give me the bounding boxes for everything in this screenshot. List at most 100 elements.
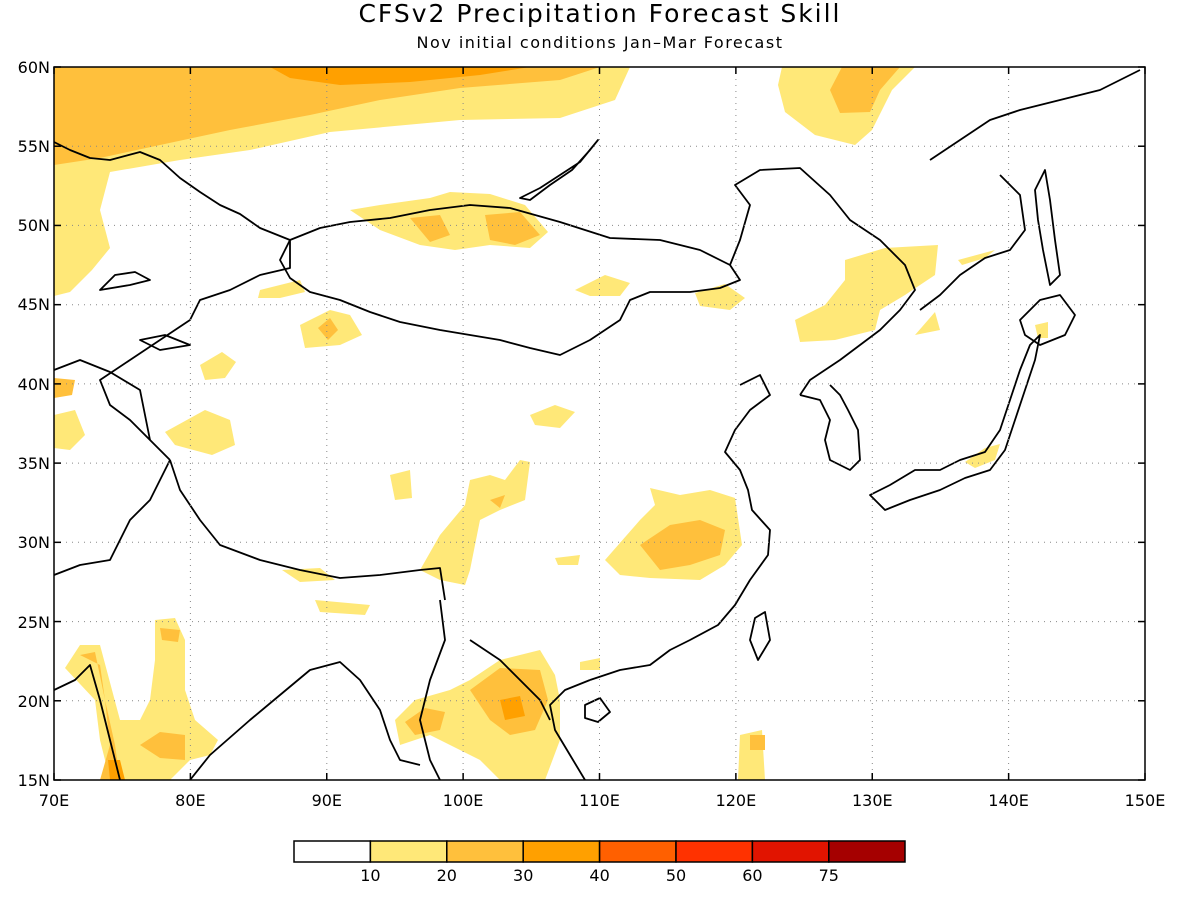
skill-region [140, 732, 185, 760]
skill-region [54, 410, 85, 450]
coastlines [54, 69, 1141, 780]
island-taiwan [749, 611, 771, 661]
colorbar-swatch [293, 840, 372, 863]
skill-region [485, 212, 540, 245]
lat-axis: 60N 55N 50N 45N 40N 35N 30N 25N 20N 15N [18, 58, 50, 790]
lon-tick-label: 130E [852, 791, 893, 810]
lake [139, 334, 191, 351]
coastline [919, 174, 1026, 311]
skill-contours [54, 67, 1048, 780]
skill-region [500, 696, 525, 720]
colorbar-swatch [751, 840, 830, 863]
border [419, 599, 446, 780]
skill-region [108, 760, 125, 780]
island-japan [869, 334, 1041, 511]
skill-region [580, 658, 600, 670]
skill-region [258, 280, 305, 298]
lat-tick-label: 60N [18, 58, 50, 77]
skill-region [795, 245, 938, 342]
border [469, 639, 551, 721]
skill-region [530, 405, 575, 428]
lon-tick-label: 120E [716, 791, 757, 810]
skill-region [54, 378, 75, 398]
coastline [549, 679, 591, 780]
lat-tick-label: 20N [18, 692, 50, 711]
map-subtitle: Nov initial conditions Jan–Mar Forecast [416, 33, 784, 52]
skill-region [315, 600, 370, 615]
lat-tick-label: 30N [18, 533, 50, 552]
lon-tick-label: 90E [312, 791, 342, 810]
skill-region [420, 460, 530, 585]
coastline [189, 661, 421, 780]
colorbar-label: 60 [742, 866, 762, 885]
skill-region [958, 250, 995, 265]
skill-region [640, 520, 725, 570]
border [279, 204, 741, 356]
skill-region [405, 708, 445, 735]
skill-region [80, 652, 120, 780]
coastline [54, 141, 291, 241]
lon-tick-label: 100E [443, 791, 484, 810]
skill-region [1035, 322, 1048, 338]
colorbar-label: 10 [360, 866, 380, 885]
colorbar-swatch [446, 840, 524, 863]
colorbar-swatch [522, 840, 601, 863]
skill-region [390, 470, 412, 500]
skill-region [555, 555, 580, 565]
skill-region [282, 568, 335, 582]
lat-tick-label: 45N [18, 295, 50, 314]
lon-axis: 70E 80E 90E 100E 110E 120E 130E 140E 150… [39, 791, 1166, 810]
colorbar-label: 30 [513, 866, 533, 885]
coastline [929, 69, 1141, 161]
axis-ticks [53, 66, 1146, 781]
skill-region [965, 444, 1000, 468]
skill-region [575, 275, 630, 296]
colorbar-label: 20 [437, 866, 457, 885]
colorbar-label: 50 [666, 866, 686, 885]
lon-tick-label: 70E [39, 791, 69, 810]
lat-tick-label: 50N [18, 216, 50, 235]
lon-tick-label: 80E [175, 791, 205, 810]
skill-region [410, 215, 450, 242]
lon-tick-label: 110E [579, 791, 620, 810]
border [54, 459, 171, 576]
border [169, 459, 446, 601]
skill-region [270, 67, 530, 85]
lat-tick-label: 15N [18, 771, 50, 790]
map-title: CFSv2 Precipitation Forecast Skill [358, 0, 842, 28]
skill-region [750, 735, 765, 750]
coastline [589, 374, 771, 681]
skill-region [318, 318, 338, 340]
border [54, 359, 151, 441]
colorbar-swatch [828, 840, 906, 863]
lon-tick-label: 140E [988, 791, 1029, 810]
skill-region [200, 352, 236, 380]
lat-tick-label: 40N [18, 375, 50, 394]
border [729, 167, 916, 396]
lon-tick-label: 150E [1125, 791, 1166, 810]
colorbar-label: 40 [589, 866, 609, 885]
lat-tick-label: 35N [18, 454, 50, 473]
colorbar-swatch [369, 840, 448, 863]
skill-region [915, 312, 940, 335]
island-hokkaido [1019, 294, 1076, 346]
colorbar-label: 75 [819, 866, 839, 885]
lat-tick-label: 55N [18, 137, 50, 156]
lake-baikal [519, 139, 599, 201]
map-grid [54, 67, 1145, 780]
border [99, 240, 291, 461]
coastline [799, 384, 861, 471]
island-hainan [584, 697, 611, 723]
skill-region [165, 410, 235, 455]
skill-region [830, 67, 900, 113]
lat-tick-label: 25N [18, 613, 50, 632]
skill-region [490, 495, 505, 508]
colorbar-swatch [598, 840, 677, 863]
coastline [54, 664, 121, 780]
colorbar: 10 20 30 40 50 60 75 [293, 840, 906, 885]
skill-region [160, 628, 180, 642]
coastline [99, 271, 151, 291]
skill-region [65, 618, 218, 780]
colorbar-swatch [675, 840, 754, 863]
